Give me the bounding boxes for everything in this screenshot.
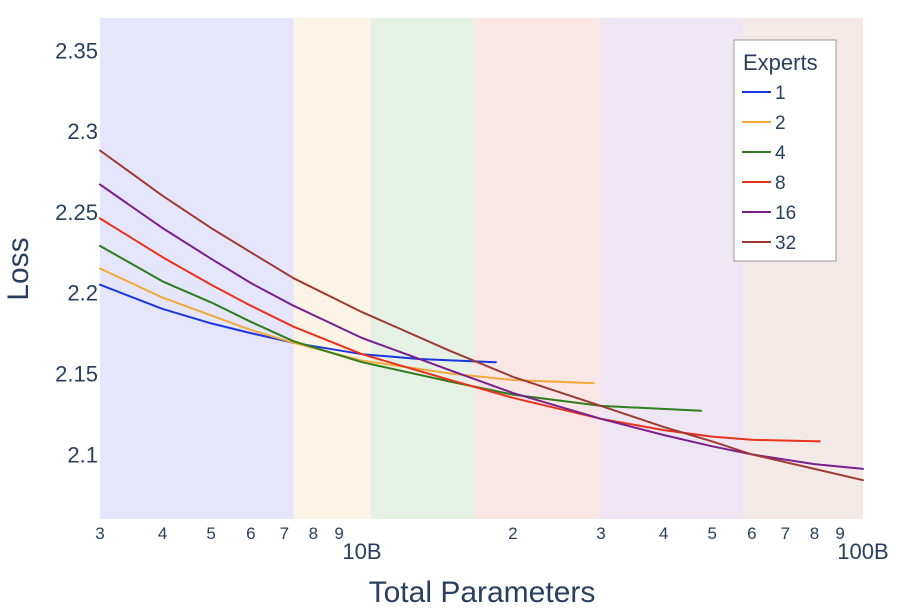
legend-label: 2 bbox=[775, 113, 786, 134]
y-tick-label: 2.15 bbox=[55, 362, 98, 387]
legend-item-2[interactable]: 2 bbox=[742, 113, 786, 134]
x-tick-label: 6 bbox=[246, 524, 255, 543]
x-major-tick-label: 10B bbox=[342, 539, 381, 564]
legend: Experts 1 2 4 8 16 32 bbox=[733, 39, 837, 262]
legend-item-16[interactable]: 16 bbox=[742, 203, 796, 224]
x-tick-label: 7 bbox=[781, 524, 790, 543]
legend-items: 1 2 4 8 16 32 bbox=[742, 83, 796, 254]
background-band-3 bbox=[370, 18, 474, 519]
y-tick-label: 2.3 bbox=[67, 119, 98, 144]
legend-label: 4 bbox=[775, 143, 786, 164]
background-band-4 bbox=[473, 18, 600, 519]
x-tick-label: 5 bbox=[707, 524, 716, 543]
x-tick-label: 9 bbox=[835, 524, 844, 543]
series-line-32-experts bbox=[99, 149, 864, 482]
legend-item-8[interactable]: 8 bbox=[742, 173, 786, 194]
legend-label: 32 bbox=[775, 233, 796, 254]
legend-title: Experts bbox=[743, 50, 818, 75]
series-line-2-experts bbox=[99, 267, 595, 385]
y-axis-title: Loss bbox=[2, 237, 35, 300]
x-tick-label: 4 bbox=[659, 524, 668, 543]
legend-label: 16 bbox=[775, 203, 796, 224]
legend-item-1[interactable]: 1 bbox=[742, 83, 786, 104]
x-tick-label: 2 bbox=[508, 524, 517, 543]
legend-item-32[interactable]: 32 bbox=[742, 233, 796, 254]
x-tick-label: 5 bbox=[206, 524, 215, 543]
x-tick-label: 6 bbox=[747, 524, 756, 543]
x-tick-label: 3 bbox=[95, 524, 104, 543]
x-tick-label: 9 bbox=[334, 524, 343, 543]
y-tick-label: 2.25 bbox=[55, 200, 98, 225]
legend-item-4[interactable]: 4 bbox=[742, 143, 786, 164]
x-tick-label: 7 bbox=[280, 524, 289, 543]
series-lines bbox=[99, 149, 864, 482]
x-tick-label: 3 bbox=[596, 524, 605, 543]
y-axis-ticks: 2.1 2.15 2.2 2.25 2.3 2.35 bbox=[55, 38, 98, 467]
series-line-8-experts bbox=[99, 217, 821, 443]
series-line-1-experts bbox=[99, 283, 497, 364]
y-tick-label: 2.2 bbox=[67, 281, 98, 306]
background-band-5 bbox=[599, 18, 744, 519]
y-tick-label: 2.1 bbox=[67, 442, 98, 467]
background-band-1 bbox=[100, 18, 294, 519]
legend-box bbox=[733, 39, 837, 262]
legend-label: 1 bbox=[775, 83, 786, 104]
x-major-tick-label: 100B bbox=[837, 539, 888, 564]
x-tick-label: 4 bbox=[158, 524, 167, 543]
y-tick-label: 2.35 bbox=[55, 38, 98, 63]
x-tick-label: 8 bbox=[309, 524, 318, 543]
x-tick-label: 8 bbox=[810, 524, 819, 543]
background-bands bbox=[100, 18, 863, 519]
series-line-4-experts bbox=[99, 244, 702, 412]
legend-label: 8 bbox=[775, 173, 786, 194]
background-band-2 bbox=[293, 18, 371, 519]
x-axis-title: Total Parameters bbox=[369, 576, 596, 609]
